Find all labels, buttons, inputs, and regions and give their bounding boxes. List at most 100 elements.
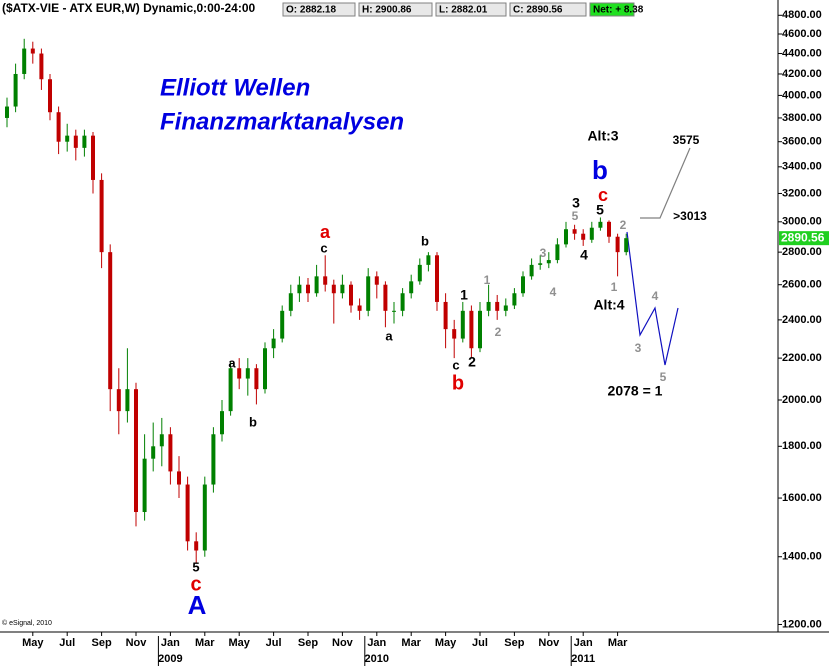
candle-body xyxy=(48,79,52,113)
y-tick-label: 3000.00 xyxy=(782,216,822,228)
y-tick-label: 2400.00 xyxy=(782,314,822,326)
wave-label: c xyxy=(598,185,608,205)
candle-body xyxy=(82,135,87,148)
candle-body xyxy=(572,229,577,234)
wave-label: a xyxy=(320,222,331,242)
candle-body xyxy=(151,446,156,459)
candle-body xyxy=(469,310,474,349)
candle-body xyxy=(30,48,35,54)
candle-body xyxy=(125,389,130,412)
x-tick-label: Sep xyxy=(92,637,112,649)
candle-body xyxy=(168,434,173,472)
wave-label: 1 xyxy=(611,280,618,294)
quote-box xyxy=(282,2,356,17)
candle-body xyxy=(108,252,113,390)
candle-body xyxy=(624,238,629,253)
wave-label: 5 xyxy=(192,559,199,574)
projection-path xyxy=(626,231,679,366)
candle-body xyxy=(306,284,310,294)
x-tick-label: Mar xyxy=(608,637,628,649)
wave-label: a xyxy=(228,355,236,370)
candle-body xyxy=(529,264,534,277)
x-tick-label: Jan xyxy=(161,637,180,649)
candle-body xyxy=(99,179,104,253)
y-tick-label: 4200.00 xyxy=(782,68,822,80)
candle-body xyxy=(56,112,61,142)
candle-body xyxy=(495,301,500,311)
wave-label: Alt:4 xyxy=(593,297,624,313)
candle-body xyxy=(254,368,259,390)
wave-label: a xyxy=(385,328,393,343)
copyright: © eSignal, 2010 xyxy=(2,619,52,627)
last-price-box xyxy=(779,231,829,246)
wave-label: 5 xyxy=(596,202,604,218)
y-tick-label: 2800.00 xyxy=(782,246,822,258)
quote-box xyxy=(358,2,433,17)
wave-label: 4 xyxy=(580,247,588,263)
candle-body xyxy=(340,284,345,294)
x-tick-label: Mar xyxy=(401,637,421,649)
y-tick-label: 3200.00 xyxy=(782,187,822,199)
candle-body xyxy=(134,389,138,513)
x-tick-label: Sep xyxy=(504,637,524,649)
x-tick-label: Nov xyxy=(332,637,354,649)
x-tick-label: Nov xyxy=(538,637,560,649)
candle-body xyxy=(263,348,267,390)
y-tick-label: 4000.00 xyxy=(782,89,822,101)
candle-body xyxy=(512,293,517,306)
quote-box xyxy=(435,2,507,17)
candle-body xyxy=(503,305,508,311)
candle-body xyxy=(521,276,525,294)
candle-body xyxy=(589,227,594,240)
x-tick-label: Nov xyxy=(126,637,148,649)
quote-text: H: 2900.86 xyxy=(362,5,412,16)
candle-body xyxy=(116,389,121,412)
y-tick-label: 2200.00 xyxy=(782,352,822,364)
candle-body xyxy=(237,368,242,379)
wave-label: 2 xyxy=(468,354,476,370)
quote-box xyxy=(589,2,635,17)
wave-label: 2 xyxy=(620,218,627,232)
candle-body xyxy=(194,541,199,551)
title-line: Elliott Wellen xyxy=(160,74,310,101)
candle-body xyxy=(409,281,414,294)
wave-label: c xyxy=(320,240,327,255)
y-tick-label: 3600.00 xyxy=(782,136,822,148)
candle-body xyxy=(400,293,405,311)
candle-body xyxy=(228,368,233,412)
wave-label: b xyxy=(452,372,464,394)
y-tick-label: 3400.00 xyxy=(782,161,822,173)
candle-body xyxy=(443,301,448,330)
wave-label: c xyxy=(190,573,201,595)
x-tick-label: Sep xyxy=(298,637,318,649)
wave-label: 4 xyxy=(550,285,557,299)
candle-body xyxy=(486,301,491,311)
candle-body xyxy=(73,135,78,148)
candle-body xyxy=(615,236,620,253)
alt-projection-path xyxy=(640,147,691,219)
wave-label: 5 xyxy=(572,209,579,223)
candle-body xyxy=(39,53,44,80)
year-label: 2009 xyxy=(158,653,182,665)
candle-body xyxy=(392,310,396,312)
x-tick-label: Jul xyxy=(266,637,282,649)
wave-label: >3013 xyxy=(673,209,707,223)
y-tick-label: 1200.00 xyxy=(782,618,822,630)
wave-label: 5 xyxy=(660,370,667,384)
year-label: 2011 xyxy=(571,653,595,665)
y-tick-label: 4800.00 xyxy=(782,9,822,21)
year-label: 2010 xyxy=(365,653,389,665)
y-tick-label: 1600.00 xyxy=(782,492,822,504)
x-tick-label: Jul xyxy=(472,637,488,649)
wave-label: b xyxy=(592,155,608,185)
y-tick-label: 3800.00 xyxy=(782,112,822,124)
wave-label: 2 xyxy=(495,325,502,339)
x-tick-label: May xyxy=(228,637,250,649)
y-tick-label: 2600.00 xyxy=(782,279,822,291)
quote-text: C: 2890.56 xyxy=(513,5,563,16)
wave-label: 1 xyxy=(460,287,468,303)
x-tick-label: Jan xyxy=(574,637,593,649)
x-tick-label: Jul xyxy=(59,637,75,649)
